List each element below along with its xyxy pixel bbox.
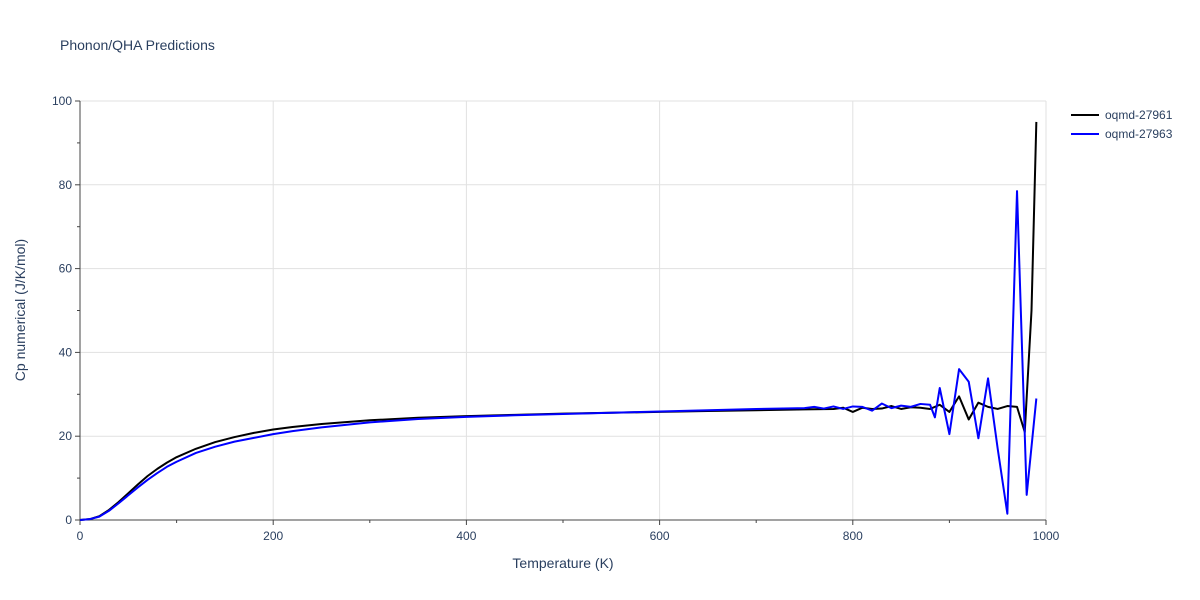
legend[interactable]: oqmd-27961 oqmd-27963	[1071, 108, 1173, 141]
x-tick-label: 600	[650, 529, 670, 543]
legend-label: oqmd-27963	[1105, 127, 1173, 141]
y-tick-label: 100	[52, 94, 72, 108]
x-tick-label: 0	[77, 529, 84, 543]
x-tick-label: 200	[263, 529, 283, 543]
legend-item-oqmd-27963[interactable]: oqmd-27963	[1071, 127, 1173, 141]
y-tick-label: 40	[59, 345, 73, 359]
legend-item-oqmd-27961[interactable]: oqmd-27961	[1071, 108, 1173, 122]
y-tick-label: 20	[59, 429, 73, 443]
y-tick-label: 0	[65, 513, 72, 527]
series-line-oqmd-27961[interactable]	[79, 121, 1038, 521]
axes: 0 200 400 600 800 1000 0 20 40 60 80 100	[52, 94, 1060, 543]
chart-title: Phonon/QHA Predictions	[60, 37, 215, 53]
x-axis-title: Temperature (K)	[512, 555, 613, 571]
x-tick-label: 800	[843, 529, 863, 543]
series-line-oqmd-27963[interactable]	[79, 190, 1038, 521]
y-tick-label: 80	[59, 178, 73, 192]
y-axis-title: Cp numerical (J/K/mol)	[12, 239, 28, 381]
x-tick-label: 400	[456, 529, 476, 543]
series-group	[79, 121, 1038, 521]
legend-label: oqmd-27961	[1105, 108, 1173, 122]
y-tick-label: 60	[59, 262, 73, 276]
grid	[80, 100, 1047, 520]
x-tick-label: 1000	[1033, 529, 1060, 543]
